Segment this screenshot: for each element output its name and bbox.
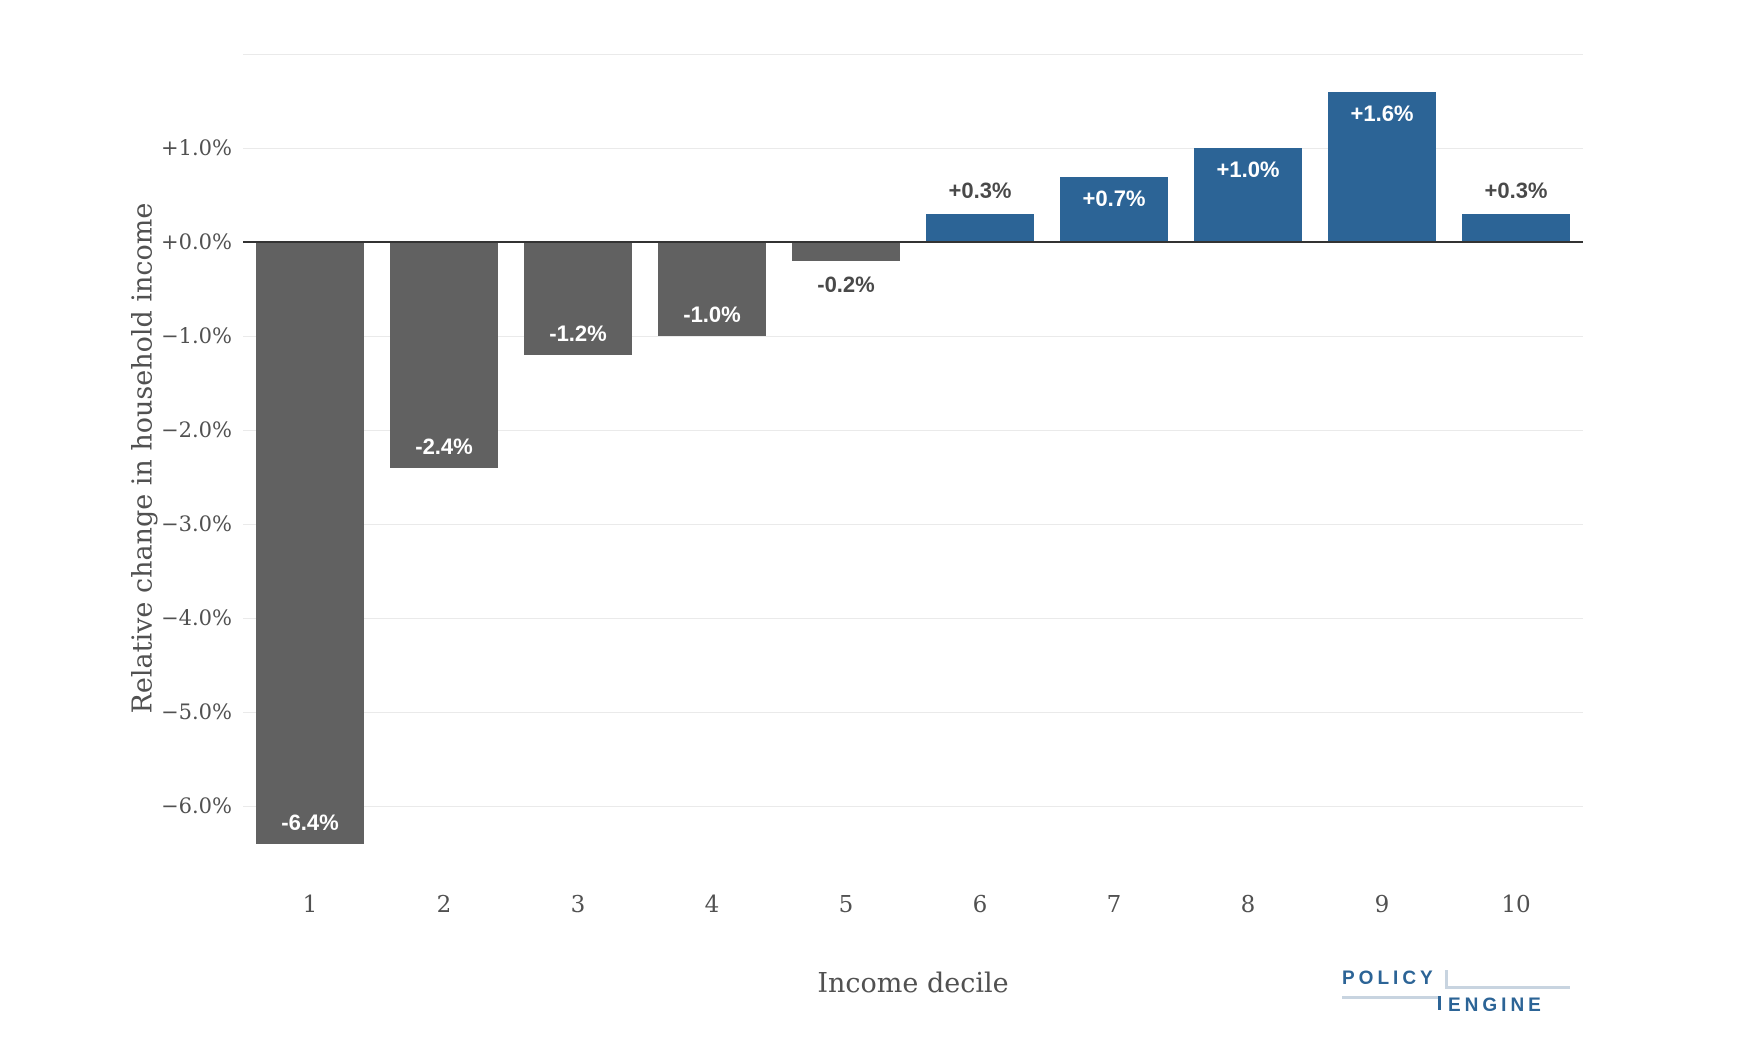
bar-value-label: -0.2% — [817, 272, 875, 298]
x-tick-label: 4 — [704, 892, 720, 918]
bar-value-label: -1.0% — [683, 302, 741, 328]
x-tick-label: 7 — [1106, 892, 1122, 918]
y-tick-label: −4.0% — [161, 606, 232, 631]
gridline — [243, 147, 1583, 149]
y-tick-label: −5.0% — [161, 700, 232, 725]
x-tick-label: 6 — [972, 892, 988, 918]
bar-value-label: -2.4% — [415, 433, 473, 459]
bar-decile-6 — [926, 214, 1034, 243]
bar-decile-5 — [792, 242, 900, 262]
logo-word-policy: POLICY — [1342, 968, 1437, 989]
x-tick-label: 2 — [436, 892, 452, 918]
y-tick-label: −6.0% — [161, 794, 232, 819]
gridline — [243, 805, 1583, 807]
gridline — [243, 429, 1583, 431]
y-tick-label: −2.0% — [161, 418, 232, 443]
bar-decile-9 — [1328, 91, 1436, 243]
x-tick-label: 3 — [570, 892, 586, 918]
x-tick-label: 8 — [1240, 892, 1256, 918]
bar-value-label: +0.3% — [1484, 178, 1548, 204]
logo-bracket-joint — [1438, 996, 1441, 1010]
x-tick-label: 9 — [1374, 892, 1390, 918]
logo-bracket-line — [1445, 986, 1570, 989]
x-axis-title: Income decile — [817, 968, 1009, 999]
bar-value-label: +1.0% — [1216, 157, 1280, 183]
bar-value-label: -1.2% — [549, 321, 607, 347]
bar-decile-8 — [1194, 148, 1302, 243]
bar-value-label: -6.4% — [281, 809, 339, 835]
gridline — [243, 617, 1583, 619]
plot-area: -6.4% -2.4% -1.2% -1.0% -0.2% +0.3% +0.7% +1.0%… — [243, 45, 1583, 872]
logo-bracket-line — [1342, 996, 1441, 999]
gridline — [243, 711, 1583, 713]
logo-word-engine: ENGINE — [1448, 995, 1545, 1016]
y-tick-label: −1.0% — [161, 324, 232, 349]
x-tick-label: 1 — [302, 892, 318, 918]
y-tick-label: +1.0% — [161, 136, 232, 161]
gridline — [243, 523, 1583, 525]
logo-bracket-line — [1445, 970, 1448, 989]
bar-value-label: +1.6% — [1350, 100, 1414, 126]
bar-value-label: +0.7% — [1082, 185, 1146, 211]
y-tick-label: −3.0% — [161, 512, 232, 537]
policyengine-logo: POLICY ENGINE — [1342, 969, 1570, 1017]
bar-decile-2 — [390, 242, 498, 468]
bar-value-label: +0.3% — [948, 178, 1012, 204]
bar-decile-3 — [524, 242, 632, 356]
x-tick-label: 10 — [1501, 892, 1531, 918]
y-axis-title: Relative change in household income — [127, 202, 159, 714]
bar-decile-7 — [1060, 176, 1168, 243]
bar-decile-10 — [1462, 214, 1570, 243]
gridline — [243, 53, 1583, 55]
zero-line — [243, 241, 1583, 244]
y-tick-label: +0.0% — [161, 230, 232, 255]
x-tick-label: 5 — [838, 892, 854, 918]
bar-decile-1 — [256, 242, 364, 844]
bar-decile-4 — [658, 242, 766, 337]
gridline — [243, 335, 1583, 337]
